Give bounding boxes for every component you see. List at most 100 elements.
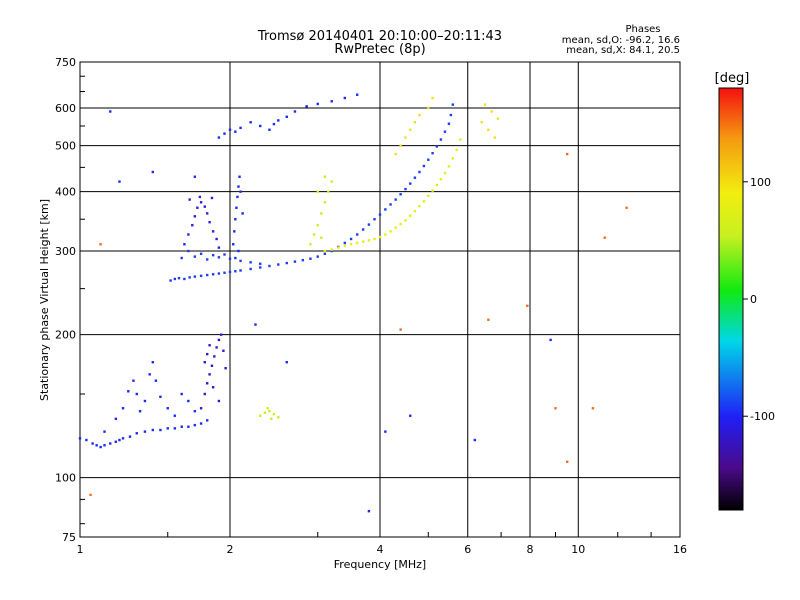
data-point: [91, 442, 94, 445]
data-point: [427, 106, 430, 110]
data-point: [330, 249, 333, 253]
data-point: [151, 428, 155, 432]
data-point: [459, 138, 462, 141]
data-point: [443, 171, 447, 175]
data-point: [219, 333, 223, 336]
data-point: [625, 206, 628, 209]
data-point: [394, 226, 397, 229]
data-point: [188, 198, 191, 201]
data-point: [118, 180, 121, 183]
data-point: [85, 438, 88, 442]
data-point: [254, 323, 257, 326]
data-point: [217, 338, 221, 342]
data-point: [316, 224, 319, 227]
data-point: [603, 236, 606, 239]
data-point: [323, 201, 327, 204]
data-point: [431, 152, 434, 155]
stats-heading: Phases: [625, 24, 660, 35]
data-point: [198, 195, 202, 199]
data-point: [323, 175, 327, 178]
data-point: [228, 270, 232, 274]
data-point: [268, 264, 271, 268]
data-point: [239, 259, 242, 263]
data-point: [431, 96, 434, 100]
data-point: [343, 244, 347, 247]
data-point: [259, 124, 262, 128]
data-point: [285, 361, 288, 364]
data-point: [480, 121, 483, 124]
data-point: [183, 243, 186, 246]
data-point: [180, 392, 183, 396]
data-point: [166, 427, 169, 430]
data-point: [223, 271, 226, 274]
data-point: [327, 190, 330, 193]
data-point: [234, 130, 237, 133]
data-point: [173, 277, 177, 281]
data-point: [78, 437, 82, 440]
data-point: [285, 261, 288, 265]
chart-title: Tromsø 20140401 20:10:00–20:11:43: [257, 29, 502, 44]
y-axis-label: Stationary phase Virtual Height [km]: [38, 199, 51, 401]
data-point: [409, 182, 412, 185]
data-point: [549, 338, 552, 342]
data-point: [222, 349, 225, 352]
data-point: [208, 344, 211, 347]
data-point: [135, 432, 138, 435]
data-point: [118, 438, 121, 442]
colorbar-tick-label: 100: [750, 176, 771, 189]
data-point: [203, 361, 206, 364]
data-point: [349, 237, 353, 241]
data-point: [443, 130, 447, 133]
data-point: [205, 419, 209, 422]
data-point: [217, 272, 221, 275]
y-tick-label: 400: [55, 186, 76, 199]
colorbar-tick-label: 0: [750, 293, 757, 306]
data-point: [237, 249, 240, 253]
data-point: [228, 128, 232, 131]
data-point: [177, 276, 181, 280]
data-point: [234, 256, 237, 260]
data-point: [404, 187, 407, 191]
data-point: [487, 318, 490, 321]
data-point: [343, 96, 347, 100]
data-point: [211, 230, 215, 233]
data-point: [205, 352, 209, 356]
data-point: [330, 180, 333, 183]
data-point: [394, 152, 397, 156]
data-point: [249, 267, 252, 271]
data-point: [211, 253, 215, 257]
data-point: [193, 215, 197, 218]
data-point: [193, 423, 197, 427]
data-point: [373, 237, 376, 241]
data-point: [268, 128, 271, 131]
data-point: [565, 460, 569, 463]
data-point: [193, 275, 197, 278]
data-point: [228, 257, 232, 260]
data-point: [154, 379, 158, 382]
data-point: [447, 122, 451, 125]
data-point: [135, 392, 138, 396]
data-point: [399, 328, 402, 331]
data-point: [422, 164, 426, 168]
data-point: [205, 258, 209, 261]
data-point: [449, 113, 453, 117]
data-point: [148, 373, 151, 376]
x-tick-label: 10: [571, 543, 585, 556]
data-point: [196, 206, 199, 209]
data-point: [224, 366, 227, 370]
x-tick-label: 16: [673, 543, 687, 556]
data-point: [473, 438, 477, 442]
y-axis: 75 100 200 300 400 500 600 750: [55, 56, 85, 544]
data-point: [526, 304, 529, 308]
data-point: [103, 444, 106, 447]
data-point: [439, 138, 443, 141]
x-tick-label: 1: [77, 543, 84, 556]
data-point: [496, 117, 500, 120]
data-point: [166, 407, 169, 410]
data-point: [378, 235, 382, 239]
data-point: [203, 205, 206, 208]
data-point: [490, 110, 493, 113]
data-point: [565, 152, 569, 156]
data-point: [316, 102, 319, 106]
data-point: [404, 219, 407, 222]
